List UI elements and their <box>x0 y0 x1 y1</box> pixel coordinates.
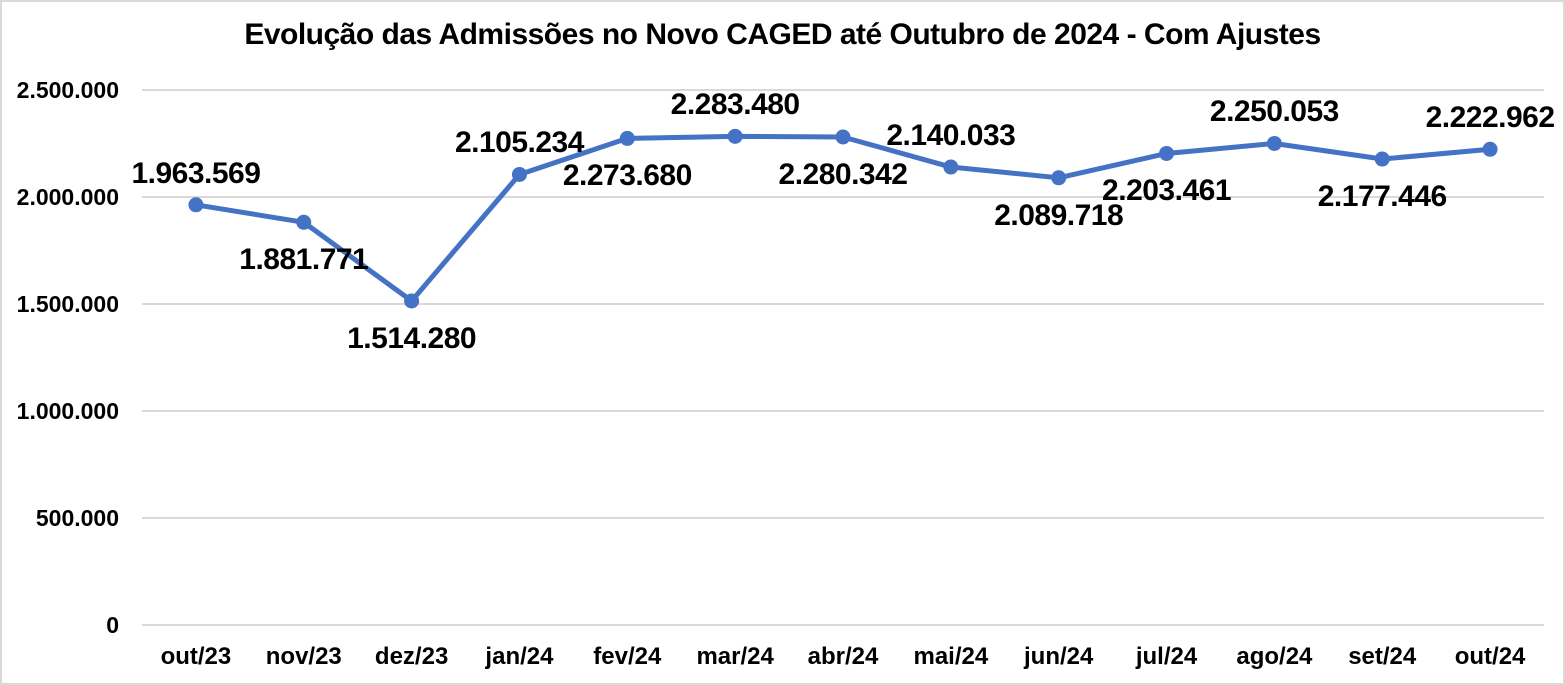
data-label: 2.283.480 <box>670 88 800 122</box>
data-point-marker <box>619 130 635 146</box>
y-axis-tick-label: 1.500.000 <box>16 291 119 317</box>
data-point-marker <box>296 214 312 230</box>
x-axis-tick-label: abr/24 <box>807 643 879 670</box>
data-point-marker <box>404 293 420 309</box>
data-label: 1.963.569 <box>131 156 261 190</box>
data-point-marker <box>1374 151 1390 167</box>
x-axis-tick-label: dez/23 <box>374 643 449 670</box>
data-point-marker <box>1266 135 1282 151</box>
data-point-marker <box>1159 145 1175 161</box>
y-axis-tick-label: 2.000.000 <box>16 184 119 210</box>
data-label: 2.203.461 <box>1102 174 1232 208</box>
data-label: 1.881.771 <box>239 243 369 277</box>
data-label: 2.105.234 <box>454 126 584 160</box>
data-point-marker <box>511 166 527 182</box>
data-point-marker <box>943 159 959 175</box>
data-point-marker <box>727 128 743 144</box>
x-axis-tick-label: ago/24 <box>1236 643 1313 670</box>
y-axis-tick-label: 0 <box>106 612 119 638</box>
data-point-marker <box>835 129 851 145</box>
data-label: 2.140.033 <box>886 119 1016 153</box>
x-axis-tick-label: jan/24 <box>485 643 554 670</box>
chart-title: Evolução das Admissões no Novo CAGED até… <box>244 18 1321 51</box>
data-label: 2.177.446 <box>1317 180 1447 214</box>
x-axis-tick-label: fev/24 <box>593 643 662 670</box>
data-label: 2.089.718 <box>994 198 1124 232</box>
y-axis-tick-label: 500.000 <box>35 505 119 531</box>
data-label: 2.280.342 <box>778 158 908 191</box>
data-point-marker <box>1051 170 1067 186</box>
data-label: 2.222.962 <box>1425 101 1555 135</box>
x-axis-tick-label: mai/24 <box>913 643 989 670</box>
data-label: 1.514.280 <box>347 321 477 355</box>
x-axis-tick-label: set/24 <box>1348 643 1417 670</box>
y-axis-tick-label: 1.000.000 <box>16 398 119 424</box>
x-axis-tick-label: jul/24 <box>1135 643 1198 670</box>
x-axis-tick-label: nov/23 <box>265 643 342 670</box>
x-axis-tick-label: mar/24 <box>696 643 774 670</box>
data-point-marker <box>1482 141 1498 157</box>
data-point-marker <box>188 197 204 213</box>
data-label: 2.250.053 <box>1209 95 1339 129</box>
y-axis-tick-label: 2.500.000 <box>16 77 119 103</box>
x-axis-tick-label: jun/24 <box>1024 643 1094 670</box>
x-axis-tick-label: out/23 <box>160 643 232 670</box>
data-label: 2.273.680 <box>562 159 692 193</box>
x-axis-tick-label: out/24 <box>1454 643 1526 670</box>
